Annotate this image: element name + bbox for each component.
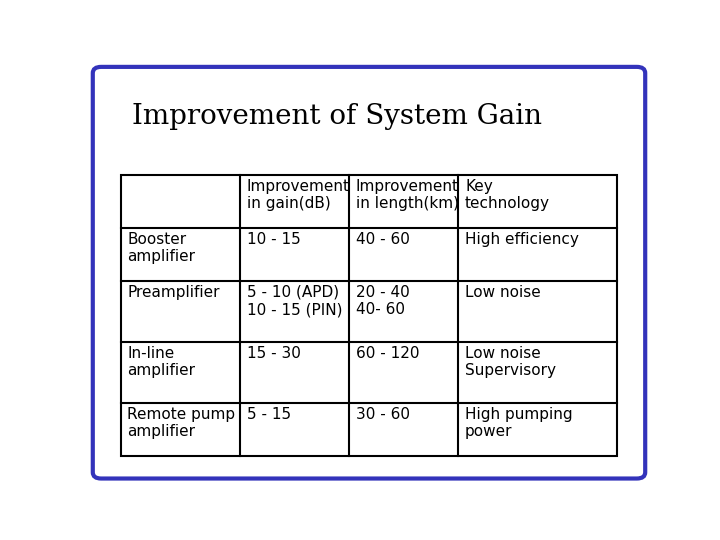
- Text: 15 - 30: 15 - 30: [246, 346, 300, 361]
- FancyBboxPatch shape: [93, 67, 645, 478]
- Text: 20 - 40
40- 60: 20 - 40 40- 60: [356, 285, 410, 318]
- Text: Improvement
in gain(dB): Improvement in gain(dB): [246, 179, 350, 211]
- Text: 5 - 15: 5 - 15: [246, 407, 291, 422]
- Text: 40 - 60: 40 - 60: [356, 232, 410, 247]
- Text: Remote pump
amplifier: Remote pump amplifier: [127, 407, 235, 439]
- Text: Preamplifier: Preamplifier: [127, 285, 220, 300]
- Text: High efficiency: High efficiency: [465, 232, 579, 247]
- Text: 5 - 10 (APD)
10 - 15 (PIN): 5 - 10 (APD) 10 - 15 (PIN): [246, 285, 342, 318]
- Text: In-line
amplifier: In-line amplifier: [127, 346, 195, 378]
- Bar: [121, 175, 617, 456]
- Text: High pumping
power: High pumping power: [465, 407, 572, 439]
- Text: Key
technology: Key technology: [465, 179, 550, 211]
- Text: 30 - 60: 30 - 60: [356, 407, 410, 422]
- Text: Improvement
in length(km): Improvement in length(km): [356, 179, 459, 211]
- Text: 60 - 120: 60 - 120: [356, 346, 419, 361]
- Text: 10 - 15: 10 - 15: [246, 232, 300, 247]
- Text: Booster
amplifier: Booster amplifier: [127, 232, 195, 265]
- Text: Low noise
Supervisory: Low noise Supervisory: [465, 346, 556, 378]
- Text: Low noise: Low noise: [465, 285, 541, 300]
- Text: Improvement of System Gain: Improvement of System Gain: [132, 103, 542, 130]
